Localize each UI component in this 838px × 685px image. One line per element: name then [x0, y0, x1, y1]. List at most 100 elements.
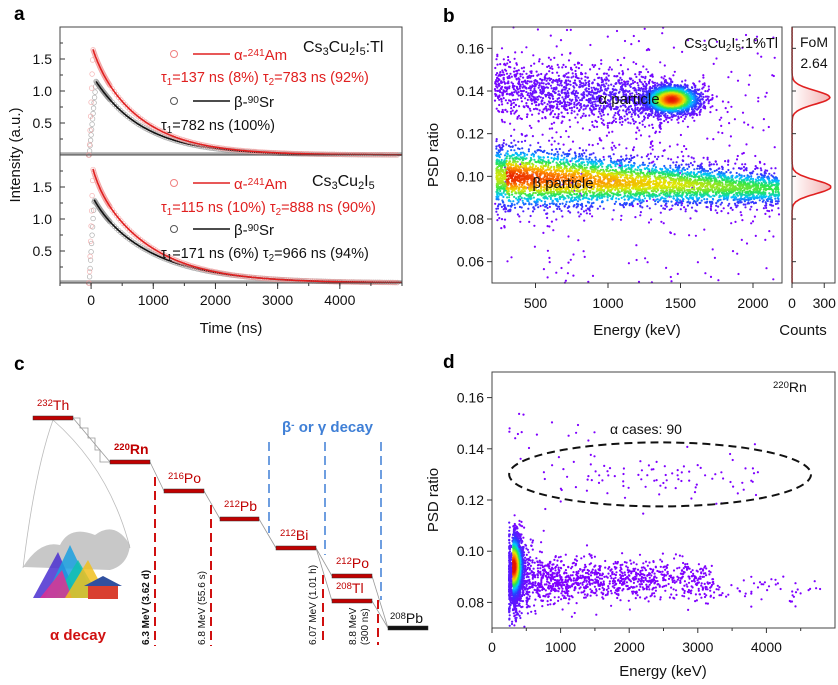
scatter-point — [732, 193, 736, 196]
scatter-point — [580, 162, 584, 165]
scatter-point — [635, 75, 638, 78]
scatter-point — [546, 86, 550, 89]
scatter-point — [526, 82, 529, 85]
scatter-point — [615, 75, 618, 78]
scatter-point — [591, 144, 594, 147]
data-point — [87, 253, 93, 260]
scatter-point — [534, 151, 537, 154]
scatter-point — [648, 48, 651, 52]
scatter-point — [658, 141, 662, 144]
scatter-point — [614, 146, 617, 149]
scatter-point — [706, 95, 709, 98]
scatter-point — [511, 98, 515, 101]
x-tick-label: 0 — [87, 292, 95, 308]
scatter-point — [535, 91, 538, 94]
scatter-point — [766, 209, 769, 212]
scatter-point — [613, 75, 616, 78]
scatter-point — [587, 87, 591, 91]
scatter-point — [539, 96, 542, 99]
scatter-point — [676, 203, 680, 207]
scatter-point — [623, 115, 626, 118]
scatter-point — [520, 96, 523, 100]
scatter-point — [500, 158, 503, 162]
scatter-point — [513, 195, 516, 198]
scatter-point — [570, 102, 573, 105]
scatter-point — [698, 196, 701, 200]
scatter-point — [565, 82, 568, 85]
scatter-point — [719, 203, 722, 206]
scatter-point — [500, 87, 503, 90]
scatter-point — [762, 118, 766, 121]
scatter-point — [499, 63, 502, 66]
scatter-point — [747, 123, 750, 126]
scatter-point — [699, 108, 703, 111]
scatter-point — [532, 196, 536, 199]
x-tick-label: 2000 — [200, 292, 231, 308]
scatter-point — [765, 206, 768, 209]
scatter-point — [533, 224, 536, 227]
scatter-point — [584, 79, 587, 82]
scatter-point — [588, 128, 591, 132]
scatter-point — [715, 108, 718, 112]
scatter-point — [690, 156, 693, 159]
scatter-point — [714, 160, 717, 163]
scatter-point — [543, 203, 547, 206]
scatter-point — [766, 169, 769, 172]
scatter-point — [510, 149, 513, 152]
scatter-point — [526, 80, 529, 83]
scatter-point — [503, 154, 507, 157]
scatter-point — [528, 124, 532, 127]
scatter-point — [576, 200, 580, 203]
scatter-point — [663, 81, 666, 84]
scatter-point — [745, 198, 748, 201]
scatter-point — [715, 40, 719, 43]
text-part: β- — [234, 94, 248, 111]
scatter-point — [613, 202, 616, 205]
scatter-point — [536, 74, 539, 77]
scatter-point — [634, 168, 637, 171]
data-point — [87, 238, 94, 244]
scatter-point — [559, 82, 562, 85]
scatter-point — [519, 75, 522, 78]
scatter-point — [640, 156, 643, 159]
scatter-point — [616, 58, 619, 62]
scatter-point — [590, 204, 593, 207]
scatter-point — [551, 71, 554, 74]
scatter-point — [585, 155, 588, 158]
scatter-point — [629, 92, 632, 95]
scatter-point — [500, 118, 503, 121]
scatter-point — [537, 98, 540, 101]
scatter-point — [586, 104, 590, 107]
data-point — [89, 71, 95, 77]
sup-script: 241 — [248, 48, 265, 59]
scatter-point — [631, 205, 635, 208]
scatter-point — [708, 161, 711, 164]
scatter-point — [605, 72, 609, 75]
scatter-point — [636, 108, 639, 111]
scatter-point — [620, 123, 624, 126]
scatter-point — [662, 207, 665, 210]
scatter-point — [705, 174, 709, 177]
scatter-point — [526, 76, 529, 79]
scatter-point — [659, 121, 662, 124]
scatter-point — [665, 202, 668, 205]
scatter-point — [535, 101, 538, 104]
scatter-point — [556, 81, 559, 84]
scatter-point — [567, 235, 570, 238]
scatter-point — [558, 202, 562, 206]
scatter-point — [583, 164, 586, 167]
scatter-point — [740, 197, 743, 200]
data-point — [87, 113, 94, 119]
scatter-point — [671, 80, 674, 84]
scatter-point — [553, 121, 556, 124]
plot-frame — [59, 154, 403, 284]
scatter-point — [573, 86, 576, 89]
scatter-point — [698, 113, 701, 116]
scatter-point — [641, 88, 644, 91]
scatter-point — [678, 201, 681, 204]
scatter-point — [559, 135, 562, 139]
scatter-point — [591, 63, 594, 67]
scatter-point — [614, 111, 617, 115]
scatter-point — [543, 78, 546, 81]
scatter-point — [603, 85, 607, 88]
